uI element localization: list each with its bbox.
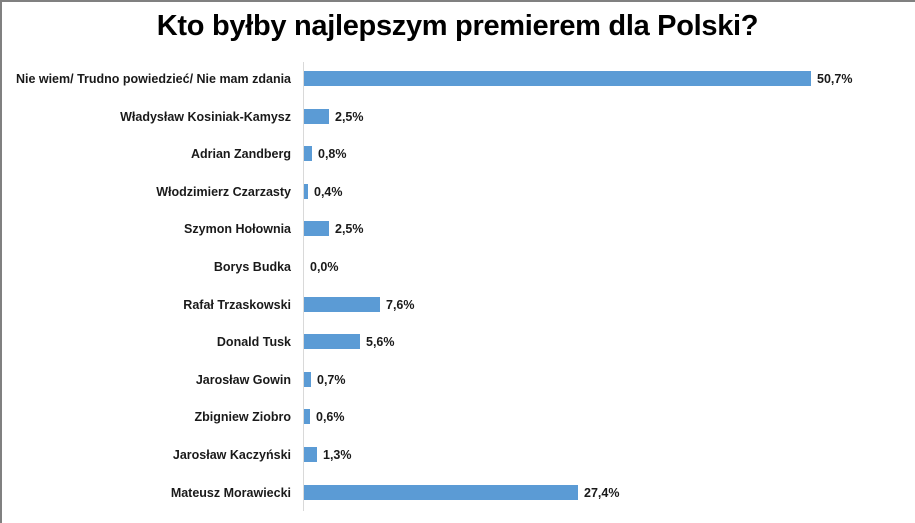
bar-row: Jarosław Kaczyński 1,3% xyxy=(0,447,915,463)
category-label: Mateusz Morawiecki xyxy=(170,485,291,500)
bar xyxy=(304,108,329,124)
category-label: Jarosław Gowin xyxy=(195,372,291,387)
bar xyxy=(304,371,311,387)
bar xyxy=(304,447,317,462)
value-label: 7,6% xyxy=(386,297,415,312)
bar-row: Adrian Zandberg 0,8% xyxy=(0,146,915,162)
category-label: Donald Tusk xyxy=(216,335,291,350)
bar xyxy=(304,146,312,162)
bar-row: Borys Budka 0,0% xyxy=(0,259,915,275)
bar-row: Donald Tusk 5,6% xyxy=(0,334,915,350)
value-label: 0,4% xyxy=(314,184,343,199)
value-label: 5,6% xyxy=(366,335,395,350)
bar xyxy=(304,484,578,500)
category-axis-line xyxy=(303,62,304,511)
bar xyxy=(304,409,310,425)
value-label: 2,5% xyxy=(335,109,364,124)
bar-row: Nie wiem/ Trudno powiedzieć/ Nie mam zda… xyxy=(0,71,915,87)
value-label: 27,4% xyxy=(584,485,620,500)
value-label: 1,3% xyxy=(323,448,352,462)
value-label: 0,7% xyxy=(317,372,346,387)
value-label: 2,5% xyxy=(335,222,364,237)
bar-row: Władysław Kosiniak-Kamysz 2,5% xyxy=(0,108,915,125)
bar xyxy=(304,71,811,86)
bar-row: Rafał Trzaskowski 7,6% xyxy=(0,296,915,313)
bar xyxy=(304,221,329,237)
category-label: Włodzimierz Czarzasty xyxy=(156,184,291,199)
category-label: Zbigniew Ziobro xyxy=(194,410,291,425)
category-label: Jarosław Kaczyński xyxy=(172,448,291,462)
value-label: 50,7% xyxy=(817,72,853,86)
category-label: Nie wiem/ Trudno powiedzieć/ Nie mam zda… xyxy=(15,72,291,86)
bar xyxy=(304,296,380,312)
bar-row: Włodzimierz Czarzasty 0,4% xyxy=(0,183,915,200)
bar xyxy=(304,183,308,199)
value-label: 0,8% xyxy=(318,147,347,162)
category-label: Adrian Zandberg xyxy=(190,147,291,162)
category-label: Rafał Trzaskowski xyxy=(183,297,291,312)
chart-title: Kto byłby najlepszym premierem dla Polsk… xyxy=(156,10,759,42)
category-label: Borys Budka xyxy=(213,260,291,274)
bar-row: Zbigniew Ziobro 0,6% xyxy=(0,409,915,425)
value-label: 0,6% xyxy=(316,410,345,425)
bar-row: Mateusz Morawiecki 27,4% xyxy=(0,484,915,501)
category-label: Szymon Hołownia xyxy=(184,222,291,237)
category-label: Władysław Kosiniak-Kamysz xyxy=(120,109,291,124)
bar-row: Jarosław Gowin 0,7% xyxy=(0,371,915,388)
value-label: 0,0% xyxy=(310,260,339,274)
bar xyxy=(304,334,360,350)
bar-row: Szymon Hołownia 2,5% xyxy=(0,221,915,237)
